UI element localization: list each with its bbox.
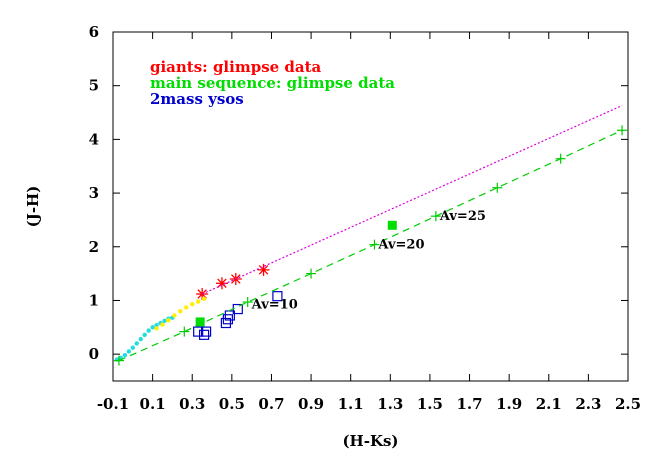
x-tick-label: 0.5: [219, 395, 245, 413]
data-point: [138, 336, 143, 342]
data-point: [154, 326, 159, 331]
annotation-label: Av=20: [377, 237, 424, 252]
data-point: [160, 322, 165, 327]
data-point: [162, 318, 167, 324]
data-point: [190, 302, 195, 307]
data-point: [193, 326, 204, 337]
data-point: [179, 326, 190, 337]
annotations: Av=10 Av=20 Av=25: [251, 209, 486, 313]
x-tick-labels: -0.1 0.1 0.3 0.5 0.7 0.9 1.1 1.3 1.5 1.7 1.9 2.1 2.3…: [97, 395, 641, 413]
data-point: [369, 239, 380, 250]
x-tick-label: 0.9: [298, 395, 324, 413]
data-point: [492, 182, 503, 193]
x-tick-label: 0.1: [140, 395, 166, 413]
y-tick-label: 5: [89, 77, 99, 95]
x-axis-label: (H-Ks): [342, 432, 398, 450]
x-tick-label: 2.3: [575, 395, 601, 413]
data-point: [178, 309, 183, 314]
data-point: [617, 125, 628, 136]
y-tick-label: 0: [89, 345, 99, 363]
data-point: [195, 317, 205, 327]
series-3: [114, 315, 175, 362]
x-tick-label: 2.5: [615, 395, 641, 413]
data-point: [215, 277, 228, 290]
data-point: [555, 153, 566, 164]
data-point: [150, 325, 155, 330]
data-point: [172, 313, 177, 318]
data-point: [184, 305, 189, 310]
data-point: [134, 341, 139, 346]
y-tick-label: 2: [89, 238, 99, 256]
data-point: [113, 355, 124, 366]
data-point: [201, 296, 207, 302]
data-point: [242, 297, 253, 308]
series-layer: [113, 105, 628, 366]
data-point: [154, 322, 159, 328]
y-axis-label: (J-H): [24, 186, 42, 228]
data-point: [387, 220, 397, 230]
data-point: [257, 263, 270, 276]
series-line: [118, 129, 623, 362]
y-tick-label: 3: [89, 184, 99, 202]
series-line: [201, 105, 623, 295]
data-point: [130, 345, 136, 350]
x-tick-label: 0.7: [258, 395, 284, 413]
y-tick-label: 1: [89, 291, 99, 309]
data-point: [200, 326, 212, 337]
x-tick-label: 1.9: [496, 395, 522, 413]
x-tick-label: 1.1: [338, 395, 364, 413]
data-point: [306, 268, 317, 279]
data-point: [195, 299, 201, 304]
series-5: [113, 125, 628, 366]
x-tick-label: 2.1: [536, 395, 562, 413]
x-tick-label: 1.7: [456, 395, 482, 413]
y-tick-label: 6: [89, 23, 99, 41]
data-point: [430, 211, 441, 222]
data-point: [199, 329, 210, 340]
y-tick-label: 4: [89, 130, 99, 148]
x-tick-label: 0.3: [179, 395, 205, 413]
series-6: [201, 105, 623, 295]
y-tick-labels: 0 1 2 3 4 5 6: [89, 23, 99, 363]
data-point: [272, 291, 283, 302]
legend-entry: 2mass ysos: [150, 90, 244, 108]
series-1: [195, 220, 397, 327]
data-point: [142, 332, 147, 338]
data-point: [146, 328, 151, 333]
annotation-label: Av=25: [439, 209, 486, 224]
plot-frame: [112, 31, 629, 382]
data-point: [166, 318, 171, 323]
annotation-label: Av=10: [251, 298, 298, 313]
series-4: [154, 296, 207, 331]
x-tick-label: 1.5: [417, 395, 443, 413]
legend-entry: main sequence: glimpse data: [150, 74, 395, 92]
data-point: [222, 314, 233, 325]
x-tick-label: 1.3: [377, 395, 403, 413]
data-point: [122, 353, 128, 358]
data-point: [126, 349, 132, 354]
axis-ticks: [112, 31, 629, 381]
x-tick-label: -0.1: [97, 395, 129, 413]
legend-entry: giants: glimpse data: [150, 58, 322, 76]
